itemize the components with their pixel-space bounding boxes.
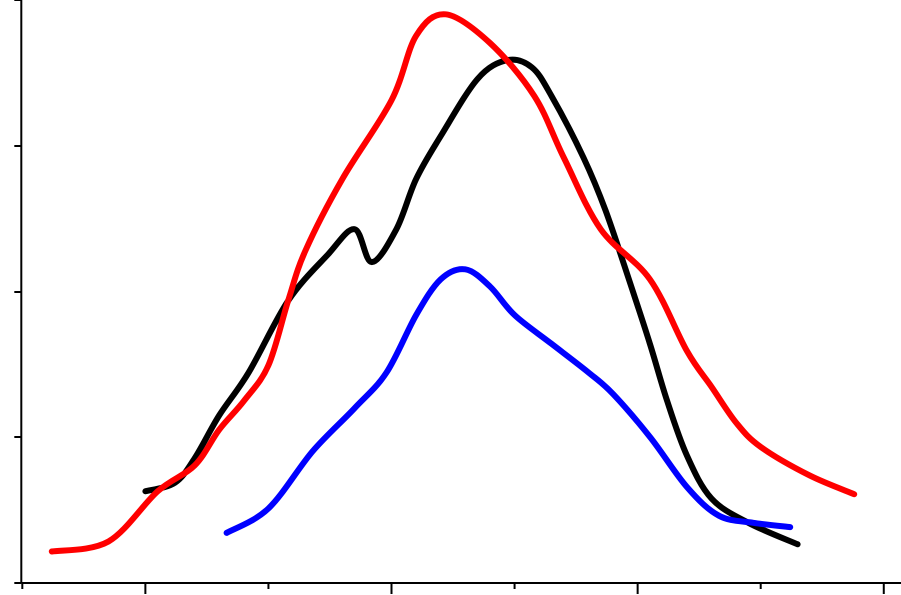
series-layer bbox=[48, 11, 858, 555]
series-line-2 bbox=[223, 266, 794, 536]
series-line-1 bbox=[48, 11, 858, 555]
y-axis-ticks bbox=[14, 0, 22, 584]
chart-axes bbox=[14, 0, 901, 594]
series-line-0 bbox=[142, 56, 801, 548]
x-axis-ticks bbox=[21, 583, 885, 594]
